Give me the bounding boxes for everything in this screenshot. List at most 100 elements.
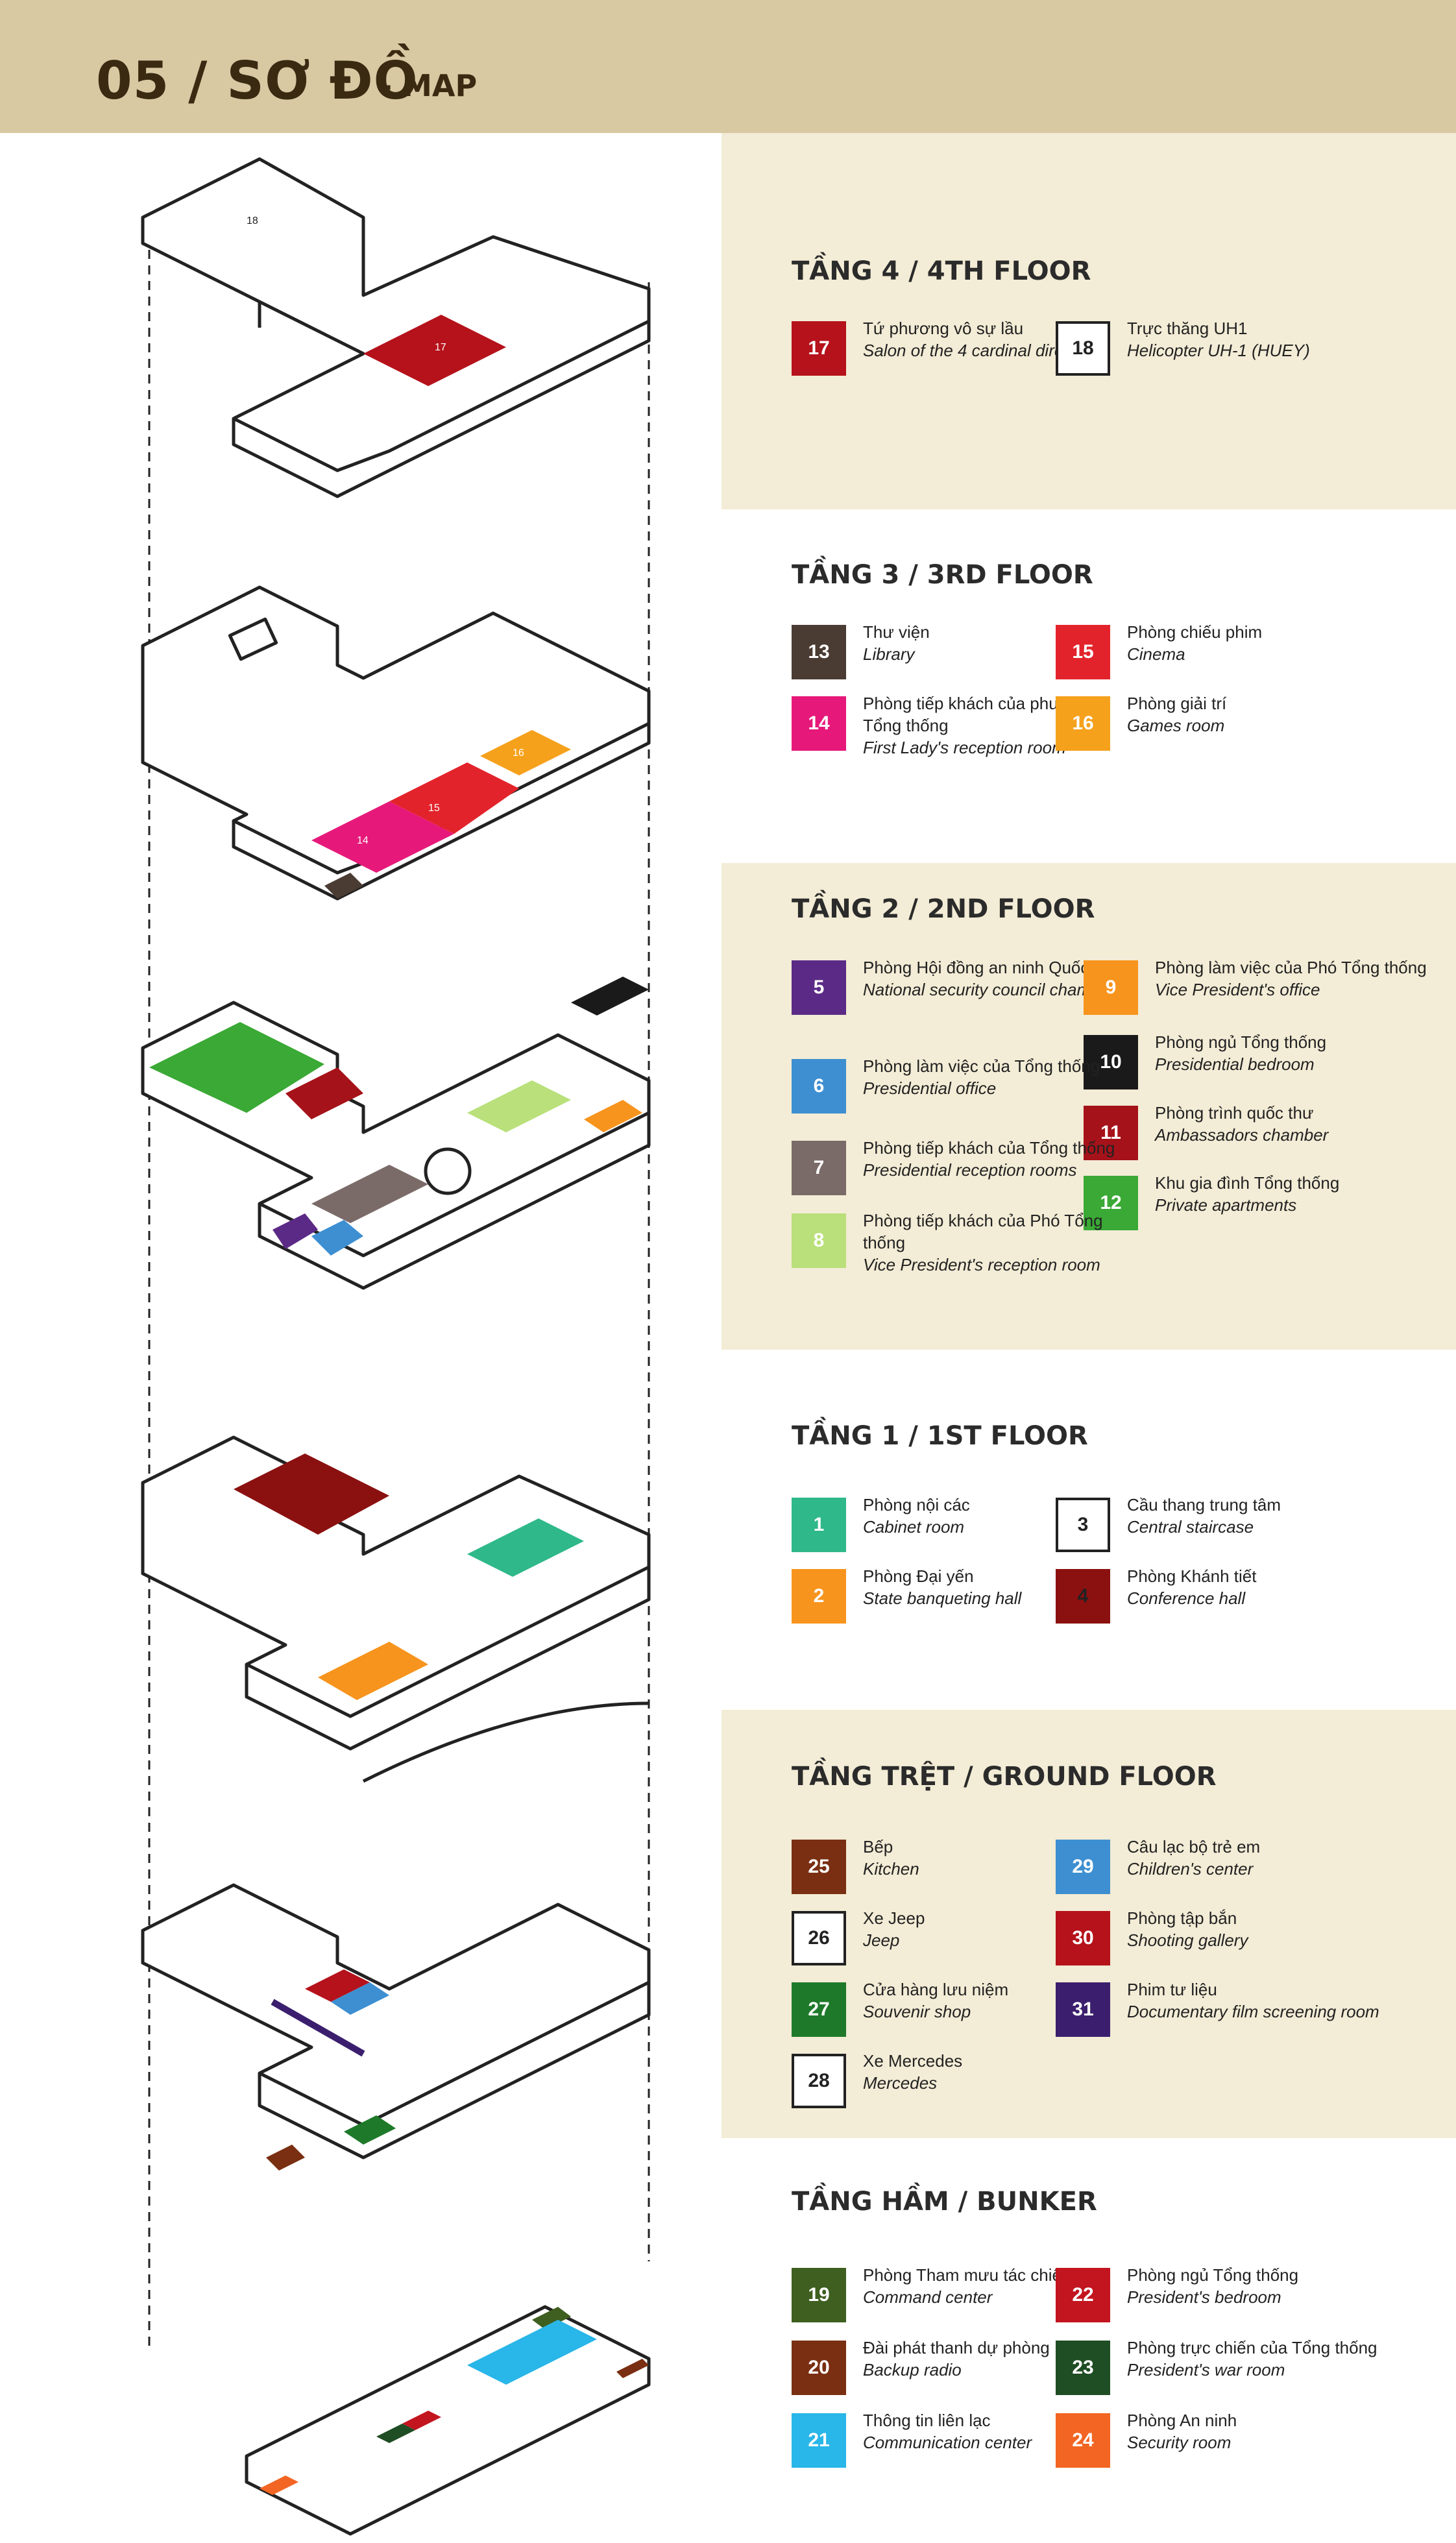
panel-floor1: TẦNG 1 / 1ST FLOOR 1 Phòng nội các Cabine… [722, 1350, 1456, 1710]
page-title: 05 / SƠ ĐỒ [96, 51, 419, 111]
legend-swatch: 13 [792, 625, 846, 679]
legend-label-vi: Phòng Tham mưu tác chiến [863, 2265, 1071, 2285]
legend-swatch: 20 [792, 2341, 846, 2395]
legend-label-en: Central staircase [1127, 1517, 1254, 1537]
legend-label-en: Helicopter UH-1 (HUEY) [1127, 341, 1310, 360]
legend-label-vi: Phòng Khánh tiết [1127, 1566, 1257, 1586]
legend-label-en: Communication center [863, 2433, 1032, 2452]
legend-label-vi: Phòng nội các [863, 1495, 970, 1515]
legend-label-vi: Phòng ngủ Tổng thống [1127, 2265, 1299, 2285]
legend-swatch: 27 [792, 1982, 846, 2037]
legend-label-vi: Phòng Đại yến [863, 1566, 974, 1586]
legend-label-vi: Phòng làm việc của Tổng thống [863, 1056, 1100, 1076]
svg-text:14: 14 [357, 835, 369, 846]
legend-swatch: 10 [1084, 1035, 1138, 1089]
legend-label-en: National security council chamber [863, 980, 1115, 999]
ground-floor-title: TẦNG TRỆT / GROUND FLOOR [792, 1762, 1217, 1792]
legend-swatch: 16 [1056, 696, 1110, 751]
legend-label-en: Documentary film screening room [1127, 2002, 1379, 2021]
legend-label-vi: Phòng tiếp khách của Tổng thống [863, 1138, 1115, 1158]
legend-swatch: 25 [792, 1840, 846, 1894]
legend-label-en: Presidential bedroom [1155, 1054, 1315, 1074]
legend-swatch: 26 [792, 1911, 846, 1965]
legend-label-en: Vice President's reception room [863, 1255, 1100, 1274]
legend-label-en: Library [863, 644, 915, 664]
legend-swatch: 18 [1056, 321, 1110, 376]
legend-label-en: Kitchen [863, 1859, 919, 1879]
legend-swatch: 7 [792, 1141, 846, 1195]
legend-label-en: Backup radio [863, 2360, 962, 2379]
floor2-plan [141, 977, 651, 1290]
floor4-title: TẦNG 4 / 4TH FLOOR [792, 256, 1091, 286]
panel-floor3: TẦNG 3 / 3RD FLOOR 13 Thư viện Library 15… [722, 509, 1456, 863]
panel-bunker: TẦNG HẦM / BUNKER 19 Phòng Tham mưu tác … [722, 2138, 1456, 2543]
legend-label-en: Presidential office [863, 1078, 997, 1098]
legend-swatch: 2 [792, 1569, 846, 1624]
floor3-title: TẦNG 3 / 3RD FLOOR [792, 560, 1093, 590]
floor4-plan: 17 18 [141, 157, 651, 498]
legend-label-vi: Phòng ngủ Tổng thống [1155, 1032, 1327, 1052]
legend-swatch: 8 [792, 1213, 846, 1268]
legend-label-en: Souvenir shop [863, 2002, 971, 2021]
legend-swatch: 4 [1056, 1569, 1110, 1624]
legend-label-en: Jeep [863, 1930, 900, 1950]
svg-text:16: 16 [513, 748, 524, 759]
legend-swatch: 24 [1056, 2413, 1110, 2468]
legend-label-en: Conference hall [1127, 1588, 1246, 1608]
legend-swatch: 12 [1084, 1176, 1138, 1230]
legend-swatch: 6 [792, 1059, 846, 1113]
legend-label-vi: Phòng giải trí [1127, 694, 1227, 713]
legend-label-en: State banqueting hall [863, 1588, 1022, 1608]
legend-label-vi: Cầu thang trung tâm [1127, 1495, 1281, 1515]
legend-swatch: 28 [792, 2054, 846, 2108]
legend-swatch: 17 [792, 321, 846, 376]
floor2-title: TẦNG 2 / 2ND FLOOR [792, 894, 1095, 924]
legend-label-vi: Phòng làm việc của Phó Tổng thống [1155, 958, 1427, 977]
bunker-title: TẦNG HẦM / BUNKER [792, 2187, 1097, 2217]
legend-label-en: Cinema [1127, 644, 1185, 664]
legend-label-vi: Xe Mercedes [863, 2051, 963, 2071]
legend-swatch: 19 [792, 2268, 846, 2322]
legend-swatch: 1 [792, 1498, 846, 1552]
legend-label-vi: Khu gia đình Tổng thống [1155, 1173, 1340, 1193]
legend-label-en: Vice President's office [1155, 980, 1320, 999]
floor1-plan [141, 1435, 651, 1783]
legend-label-en: Security room [1127, 2433, 1232, 2452]
panel-floor2: TẦNG 2 / 2ND FLOOR 5 Phòng Hội đồng an n… [722, 863, 1456, 1350]
legend-label-en: Cabinet room [863, 1517, 965, 1537]
legend-label-en: Mercedes [863, 2073, 938, 2093]
legend-label-en: Ambassadors chamber [1155, 1125, 1329, 1145]
legend-label-vi: Cửa hàng lưu niệm [863, 1980, 1009, 1999]
legend-swatch: 23 [1056, 2341, 1110, 2395]
svg-text:17: 17 [435, 342, 446, 353]
legend-label-en: Private apartments [1155, 1195, 1297, 1215]
legend-label-vi: Phim tư liệu [1127, 1980, 1217, 1999]
panel-ground-floor: TẦNG TRỆT / GROUND FLOOR 25 Bếp Kitchen 2… [722, 1710, 1456, 2138]
floor3-plan: 14 15 16 [141, 585, 651, 901]
legend-label-en: Children's center [1127, 1859, 1254, 1879]
legend-swatch: 9 [1084, 960, 1138, 1015]
legend-swatch: 14 [792, 696, 846, 751]
bunker-plan [245, 2305, 651, 2536]
legend-label-vi: Câu lạc bộ trẻ em [1127, 1837, 1261, 1856]
legend-swatch: 3 [1056, 1498, 1110, 1552]
legend-label-vi: Thư viện [863, 622, 930, 642]
legend-label-en: Shooting gallery [1127, 1930, 1248, 1950]
legend-label-vi: Đài phát thanh dự phòng [863, 2338, 1050, 2357]
legend-label-en: Presidential reception rooms [863, 1160, 1077, 1180]
svg-text:15: 15 [428, 803, 440, 814]
legend-label-en: President's war room [1127, 2360, 1285, 2379]
legend-label-en: Games room [1127, 716, 1225, 735]
legend-label-vi: Bếp [863, 1837, 893, 1856]
legend-label-en: First Lady's reception room [863, 738, 1066, 757]
legend-swatch: 29 [1056, 1840, 1110, 1894]
legend-label-vi: Tứ phương vô sự lầu [863, 319, 1024, 338]
legend-label-vi: Phòng trình quốc thư [1155, 1103, 1314, 1123]
legend-swatch: 30 [1056, 1911, 1110, 1965]
floor-plan-drawings: 17 18 14 15 16 [141, 157, 651, 2536]
legend-swatch: 15 [1056, 625, 1110, 679]
legend-label-vi: Phòng tập bắn [1127, 1908, 1237, 1928]
legend-label-vi: Phòng Hội đồng an ninh Quốc gia [863, 958, 1117, 977]
legend-swatch: 11 [1084, 1106, 1138, 1160]
legend-label-vi: Xe Jeep [863, 1908, 925, 1928]
